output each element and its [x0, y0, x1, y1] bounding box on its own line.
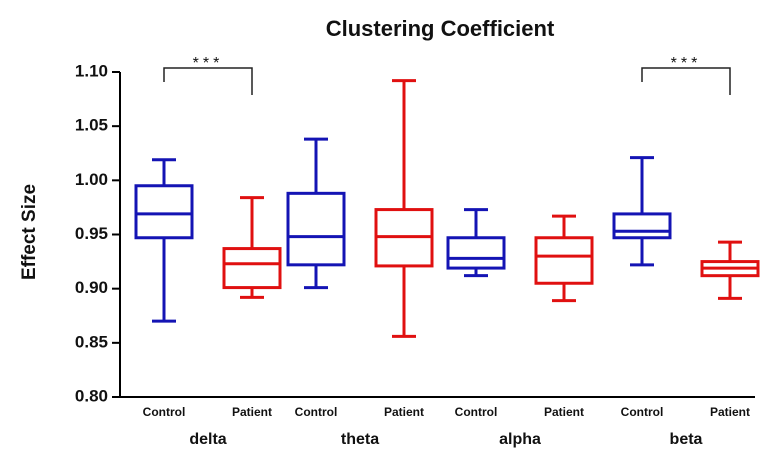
x-tick-label: Patient — [384, 405, 424, 419]
x-tick-label: Control — [143, 405, 186, 419]
box — [446, 236, 506, 270]
y-axis-label: Effect Size — [19, 184, 40, 280]
group-label: delta — [189, 431, 226, 448]
significance-label: *** — [193, 55, 224, 72]
chart-title: Clustering Coefficient — [326, 16, 555, 41]
box — [286, 191, 346, 267]
y-tick-label: 1.05 — [75, 116, 108, 135]
box — [534, 236, 594, 285]
x-tick-label: Patient — [710, 405, 750, 419]
y-tick-label: 0.95 — [75, 224, 108, 243]
group-label: theta — [341, 431, 379, 448]
box — [222, 247, 282, 290]
y-tick-label: 0.80 — [75, 386, 108, 405]
x-tick-label: Control — [621, 405, 664, 419]
significance-bracket — [163, 67, 253, 95]
x-tick-label: Patient — [232, 405, 272, 419]
y-tick-label: 0.85 — [75, 332, 108, 351]
box — [134, 184, 194, 240]
y-tick-label: 1.10 — [75, 61, 108, 80]
group-label: alpha — [499, 431, 541, 448]
group-label: beta — [670, 431, 703, 448]
x-tick-label: Patient — [544, 405, 584, 419]
box — [612, 212, 672, 240]
significance-bracket — [641, 67, 731, 95]
y-tick-label: 0.90 — [75, 278, 108, 297]
x-tick-label: Control — [455, 405, 498, 419]
significance-label: *** — [671, 55, 702, 72]
x-tick-label: Control — [295, 405, 338, 419]
y-tick-label: 1.00 — [75, 170, 108, 189]
